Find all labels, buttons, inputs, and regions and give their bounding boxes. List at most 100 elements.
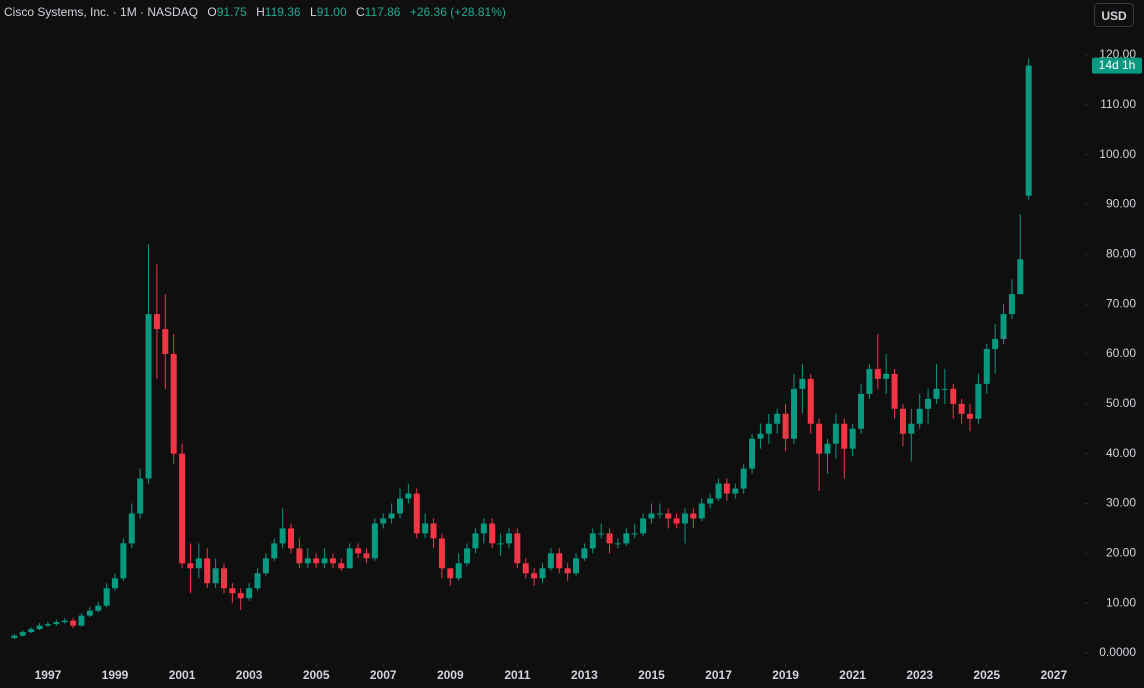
- candle-body: [841, 423, 848, 449]
- candle-body: [774, 413, 781, 424]
- candle-body: [397, 498, 404, 514]
- candle-body: [1008, 294, 1015, 315]
- candle-body: [723, 483, 730, 494]
- candle-body: [941, 388, 948, 390]
- candle-body: [623, 533, 630, 544]
- y-tick-label: 100.00: [1099, 147, 1136, 161]
- candle-body: [187, 563, 194, 569]
- candle-body: [422, 523, 429, 534]
- candle-body: [36, 625, 43, 630]
- candle-body: [355, 548, 362, 554]
- ohlc-value: 117.86: [364, 5, 401, 19]
- x-tick-label: 2021: [839, 668, 866, 682]
- candle-body: [220, 568, 227, 589]
- candle-body: [891, 373, 898, 409]
- y-tick-label: 40.00: [1106, 446, 1136, 460]
- candle-body: [455, 563, 462, 579]
- candle-body: [430, 523, 437, 539]
- candle-body: [464, 548, 471, 564]
- x-tick-label: 2011: [504, 668, 530, 682]
- candle-body: [656, 513, 663, 515]
- x-tick-label: 2005: [303, 668, 330, 682]
- x-tick-label: 2001: [169, 668, 196, 682]
- candle-body: [983, 348, 990, 384]
- ohlc-key: H: [256, 5, 265, 19]
- candle-body: [229, 588, 236, 594]
- y-tick-label: 110.00: [1100, 97, 1136, 111]
- x-tick-label: 2003: [236, 668, 263, 682]
- candle-body: [497, 543, 504, 545]
- ohlc-value: 91.00: [316, 5, 347, 19]
- candle-body: [1000, 314, 1007, 340]
- candle-body: [19, 632, 26, 636]
- currency-button[interactable]: USD: [1094, 3, 1134, 27]
- candle-body: [648, 513, 655, 519]
- candle-body: [254, 573, 261, 589]
- symbol-header: Cisco Systems, Inc. · 1M · NASDAQ O91.75…: [4, 5, 506, 19]
- candle-body: [589, 533, 596, 549]
- candle-body: [237, 593, 244, 599]
- candle-body: [313, 558, 320, 564]
- candle-body: [338, 563, 345, 569]
- candle-body: [539, 568, 546, 579]
- candle-body: [329, 558, 336, 564]
- candle-body: [765, 423, 772, 434]
- candle-body: [824, 443, 831, 454]
- x-tick-label: 2019: [772, 668, 799, 682]
- candle-body: [640, 518, 647, 534]
- candle-body: [564, 568, 571, 574]
- candle-body: [195, 558, 202, 569]
- x-tick-label: 2015: [638, 668, 665, 682]
- candle-body: [472, 533, 479, 549]
- symbol-title: Cisco Systems, Inc. · 1M · NASDAQ: [4, 5, 199, 19]
- candle-body: [304, 558, 311, 564]
- candle-body: [405, 493, 412, 499]
- y-tick-label: 90.00: [1106, 197, 1136, 211]
- candle-body: [447, 568, 454, 579]
- candle-body: [296, 548, 303, 564]
- y-tick-label: 30.00: [1106, 496, 1136, 510]
- candle-body: [698, 503, 705, 519]
- y-tick-label: 10.00: [1106, 595, 1136, 609]
- candle-body: [279, 528, 286, 544]
- candle-body: [363, 553, 370, 559]
- candle-body: [581, 548, 588, 559]
- ohlc-key: O: [207, 5, 217, 19]
- candle-body: [78, 615, 85, 626]
- candle-body: [438, 538, 445, 569]
- candle-body: [606, 533, 613, 544]
- y-tick-label: 70.00: [1106, 296, 1136, 310]
- candle-body: [162, 329, 169, 354]
- candle-body: [522, 563, 529, 574]
- candle-body: [44, 624, 51, 626]
- candle-body: [816, 423, 823, 454]
- candle-body: [170, 353, 177, 454]
- candle-body: [112, 578, 119, 589]
- candle-body: [212, 568, 219, 584]
- candle-body: [673, 518, 680, 524]
- candle-body: [899, 408, 906, 434]
- candle-body: [271, 543, 278, 559]
- x-tick-label: 1999: [102, 668, 129, 682]
- candle-body: [858, 393, 865, 429]
- candle-body: [388, 513, 395, 519]
- candle-body: [849, 428, 856, 449]
- candle-body: [204, 558, 211, 584]
- candle-body: [103, 588, 110, 606]
- candle-body: [505, 533, 512, 544]
- candle-body: [128, 513, 135, 544]
- x-tick-label: 2009: [437, 668, 464, 682]
- candle-body: [916, 408, 923, 424]
- countdown-label: 14d 1h: [1099, 58, 1136, 72]
- candle-body: [975, 383, 982, 419]
- candle-body: [573, 558, 580, 574]
- candle-body: [732, 488, 739, 494]
- candle-body: [665, 513, 672, 519]
- candle-body: [933, 388, 940, 399]
- x-tick-label: 2023: [906, 668, 933, 682]
- ohlc-value: 91.75: [216, 5, 247, 19]
- candle-body: [614, 543, 621, 545]
- candle-body: [950, 388, 957, 404]
- candle-body: [153, 314, 160, 330]
